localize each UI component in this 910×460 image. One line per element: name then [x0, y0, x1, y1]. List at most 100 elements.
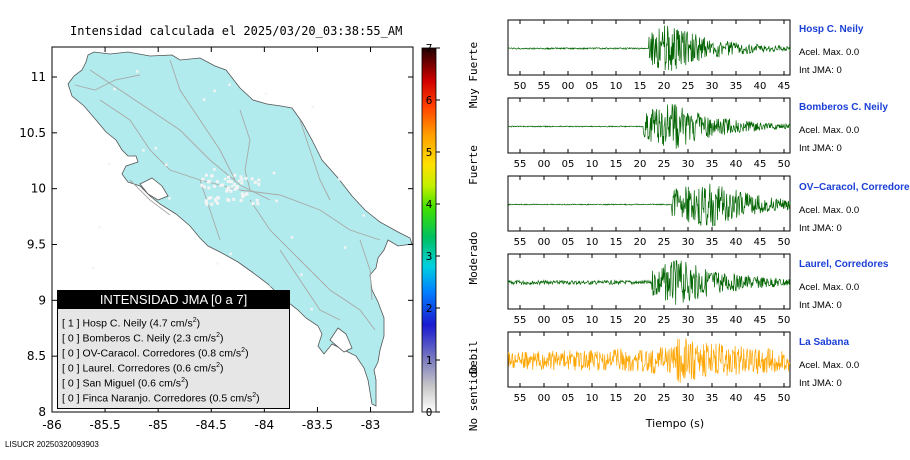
- waveform-tick-label: 30: [706, 81, 719, 92]
- map-ytick-label: 11: [31, 70, 46, 84]
- legend-row-unit-exponent: 2: [252, 392, 257, 399]
- town-marker: [310, 307, 313, 311]
- waveform-tick-label: 20: [658, 81, 671, 92]
- waveform-tick-label: 10: [586, 237, 599, 248]
- city-marker: [244, 192, 248, 196]
- waveform-tick-label: 15: [634, 81, 647, 92]
- waveform-frame: [507, 97, 791, 154]
- city-marker: [212, 184, 216, 188]
- legend-row: [ 0 ] Bomberos C. Neily (2.3 cm/s2): [58, 328, 289, 345]
- waveform-tick-label: 00: [538, 393, 551, 404]
- legend-row-close: ): [256, 392, 260, 405]
- city-marker: [226, 179, 230, 183]
- waveform-panel: 55 00 05 10 15 20 25 30 35 40 45 50: [507, 331, 791, 404]
- legend-row-station: Hosp C. Neily (4.7 cm/s: [82, 317, 193, 330]
- town-marker: [136, 70, 139, 73]
- town-marker: [92, 266, 95, 270]
- legend-row: [ 0 ] Laurel. Corredores (0.6 cm/s2): [58, 358, 289, 375]
- colorbar-tick-label: 6: [426, 94, 433, 107]
- waveform-tick-label: 30: [682, 159, 695, 170]
- waveform-tick-label: 20: [634, 237, 647, 248]
- city-marker: [204, 200, 208, 204]
- legend-row-close: ): [245, 347, 249, 360]
- waveform-tick-label: 25: [658, 237, 671, 248]
- map-xtick-label: -85.5: [90, 418, 121, 432]
- town-marker: [362, 214, 365, 217]
- waveform-tick-label: 40: [730, 315, 743, 326]
- legend-row-close: ): [196, 317, 201, 330]
- waveform-xlabel: Tiempo (s): [645, 417, 704, 430]
- town-marker: [216, 262, 219, 265]
- waveform-panels: 50 55 00 05 10 15 20 25 30 35 40 45 55 00 05 10 15 20 25 30…: [507, 19, 791, 430]
- waveform-tick-label: 15: [610, 159, 623, 170]
- map-xtick-label: -84: [255, 418, 275, 432]
- city-marker: [240, 192, 244, 196]
- legend-row-station: Finca Naranjo. Corredores (0.5 cm/s: [82, 392, 253, 405]
- station-name: Bomberos C. Neily: [799, 102, 888, 113]
- city-marker: [219, 183, 223, 187]
- legend-row-close: ): [184, 377, 189, 390]
- legend-row-station: Bomberos C. Neily (2.3 cm/s: [82, 332, 217, 345]
- waveform-tick-label: 35: [706, 393, 719, 404]
- town-marker: [213, 89, 216, 93]
- city-marker: [257, 182, 261, 186]
- colorbar-tick-label: 5: [426, 146, 433, 159]
- city-marker: [239, 175, 243, 179]
- map-ytick-label: 8.5: [27, 349, 46, 363]
- waveform-tick-label: 35: [706, 237, 719, 248]
- legend-row-unit-exponent: 2: [192, 317, 197, 324]
- city-marker: [216, 201, 220, 205]
- town-marker: [300, 273, 303, 276]
- intensity-legend: INTENSIDAD JMA [0 a 7] [ 1 ] Hosp C. Nei…: [57, 290, 290, 409]
- map-xtick-label: -85: [148, 418, 168, 432]
- legend-row-unit-exponent: 2: [216, 362, 220, 369]
- waveform-tick-label: 20: [634, 393, 647, 404]
- waveform-tick-label: 45: [778, 81, 791, 92]
- colorbar-category-label: Debil: [467, 340, 480, 373]
- map-axis-ticks: -86 -85.5 -85 -84.5 -84 -83.5 -83 11 10.5 10 9.5 9 8…: [19, 47, 413, 432]
- legend-row-level: [ 0 ]: [62, 377, 83, 390]
- waveform-tick-label: 25: [658, 159, 671, 170]
- waveform-tick-label: 30: [682, 393, 695, 404]
- city-marker: [202, 185, 206, 189]
- golfo-dulce: [329, 327, 353, 353]
- waveform-tick-label: 40: [754, 81, 767, 92]
- station-max-accel: Acel. Max. 0.0: [799, 360, 860, 371]
- town-marker: [290, 236, 294, 239]
- map-title: Intensidad calculada el 2025/03/20_03:38…: [70, 24, 403, 38]
- waveform-panel: 55 00 05 10 15 20 25 30 35 40 45 50: [507, 253, 791, 326]
- road: [199, 179, 221, 241]
- waveform-tick-label: 50: [778, 315, 791, 326]
- city-marker: [256, 202, 260, 206]
- waveform-tick-label: 45: [754, 315, 767, 326]
- footer-id: LISUCR 20250320093903: [5, 440, 99, 449]
- city-marker: [233, 173, 237, 177]
- station-name: La Sabana: [799, 337, 850, 348]
- waveform-tick-label: 30: [682, 237, 695, 248]
- legend-row: [ 1 ] Hosp C. Neily (4.7 cm/s2): [58, 313, 289, 330]
- town-marker: [230, 185, 234, 188]
- legend-row-level: [ 0 ]: [62, 347, 83, 360]
- waveform-tick-label: 50: [514, 81, 527, 92]
- town-marker: [338, 178, 341, 181]
- city-marker: [201, 177, 205, 181]
- waveform-tick-label: 10: [586, 315, 599, 326]
- city-marker: [200, 183, 204, 187]
- colorbar-tick-label: 1: [426, 354, 433, 367]
- legend-row-station: San Miguel (0.6 cm/s: [82, 377, 182, 390]
- costa-rica-landmass: [67, 51, 413, 407]
- waveform-tick-label: 05: [562, 237, 575, 248]
- map-ytick-label: 8: [38, 405, 46, 419]
- legend-row-unit-exponent: 2: [241, 347, 246, 354]
- city-marker: [216, 195, 220, 199]
- map-ytick-label: 9.5: [27, 238, 46, 252]
- legend-row-unit-exponent: 2: [181, 377, 185, 384]
- city-marker: [232, 197, 236, 201]
- road: [279, 249, 341, 321]
- legend-row: [ 0 ] Finca Naranjo. Corredores (0.5 cm/…: [58, 388, 289, 405]
- city-marker: [242, 193, 246, 197]
- city-marker: [205, 202, 209, 206]
- road: [239, 109, 251, 191]
- waveform-tick-label: 05: [562, 315, 575, 326]
- town-marker: [275, 199, 278, 203]
